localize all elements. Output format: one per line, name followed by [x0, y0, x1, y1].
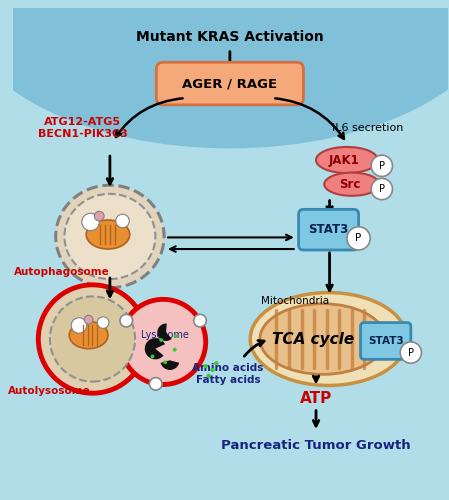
Circle shape — [82, 213, 99, 230]
Text: P: P — [379, 184, 385, 194]
Circle shape — [163, 360, 167, 364]
Text: Lysosome: Lysosome — [141, 330, 189, 340]
Circle shape — [120, 314, 132, 327]
Circle shape — [207, 374, 211, 378]
Circle shape — [347, 227, 370, 250]
Circle shape — [400, 342, 422, 363]
Ellipse shape — [316, 147, 378, 173]
Text: IL6 secretion: IL6 secretion — [332, 123, 403, 133]
Circle shape — [371, 178, 392, 200]
Circle shape — [210, 368, 215, 372]
Circle shape — [174, 334, 178, 338]
Text: STAT3: STAT3 — [368, 336, 404, 346]
Text: Mutant KRAS Activation: Mutant KRAS Activation — [136, 30, 324, 44]
Circle shape — [159, 338, 163, 342]
Ellipse shape — [86, 220, 130, 249]
Circle shape — [38, 285, 147, 393]
Ellipse shape — [65, 194, 155, 279]
Circle shape — [371, 155, 392, 176]
Ellipse shape — [250, 292, 407, 386]
Circle shape — [94, 212, 104, 221]
Circle shape — [97, 317, 109, 328]
Circle shape — [121, 300, 206, 384]
Ellipse shape — [56, 185, 164, 288]
Ellipse shape — [260, 304, 386, 374]
Text: Autophagosome: Autophagosome — [13, 268, 110, 278]
Text: STAT3: STAT3 — [308, 223, 349, 236]
Circle shape — [150, 354, 154, 358]
Circle shape — [194, 314, 206, 327]
Text: ATP: ATP — [300, 390, 332, 406]
Text: AGER / RAGE: AGER / RAGE — [182, 77, 277, 90]
Text: ATG12-ATG5
BECN1-PIK3C3: ATG12-ATG5 BECN1-PIK3C3 — [38, 118, 128, 139]
Text: P: P — [356, 234, 362, 243]
Text: JAK1: JAK1 — [329, 154, 360, 166]
Circle shape — [150, 378, 162, 390]
Circle shape — [50, 296, 135, 382]
Circle shape — [173, 348, 176, 352]
Text: Src: Src — [339, 178, 361, 190]
Text: Pancreatic Tumor Growth: Pancreatic Tumor Growth — [221, 439, 411, 452]
Ellipse shape — [69, 322, 108, 348]
Wedge shape — [157, 324, 172, 341]
Circle shape — [84, 316, 93, 324]
Text: P: P — [408, 348, 414, 358]
Text: P: P — [379, 161, 385, 171]
Text: Autolysosome: Autolysosome — [8, 386, 90, 396]
Ellipse shape — [0, 0, 449, 148]
Circle shape — [203, 364, 208, 368]
FancyBboxPatch shape — [361, 322, 411, 360]
Ellipse shape — [324, 172, 379, 196]
FancyBboxPatch shape — [156, 62, 304, 105]
Text: Mitochondria: Mitochondria — [261, 296, 329, 306]
Circle shape — [71, 318, 87, 333]
Wedge shape — [145, 338, 165, 359]
Wedge shape — [161, 360, 179, 370]
FancyBboxPatch shape — [299, 210, 359, 250]
Text: TCA cycle: TCA cycle — [272, 332, 354, 346]
Text: Amino acids
Fatty acids: Amino acids Fatty acids — [192, 363, 264, 384]
Circle shape — [214, 361, 219, 366]
Circle shape — [116, 214, 129, 228]
